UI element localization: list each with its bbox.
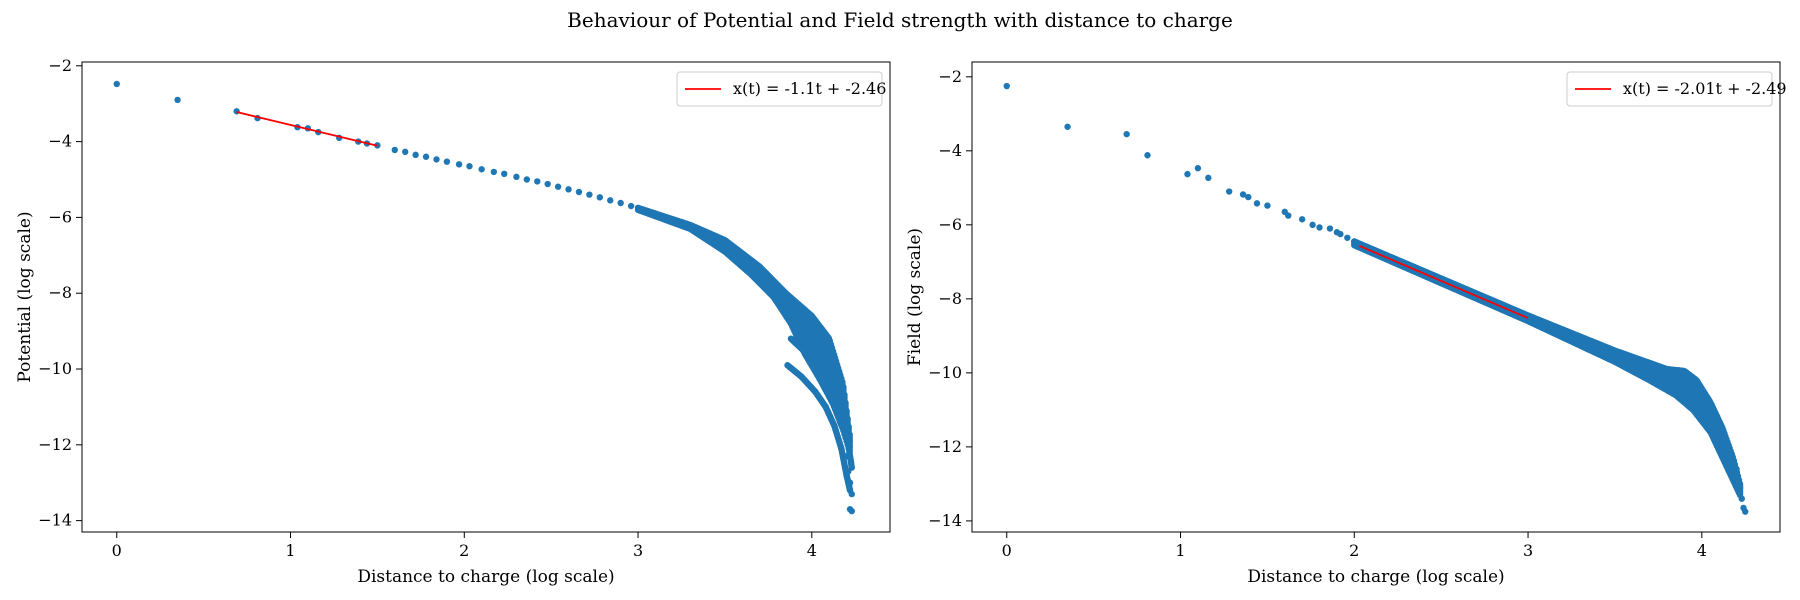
y-tick-label: −6 — [938, 215, 962, 234]
scatter-point — [617, 199, 624, 207]
y-tick-label: −4 — [938, 141, 962, 160]
scatter-point — [843, 452, 850, 460]
scatter-point — [513, 173, 520, 181]
y-tick-label: −12 — [928, 437, 962, 456]
scatter-points — [1003, 82, 1749, 515]
y-tick-label: −4 — [48, 132, 72, 151]
y-tick-label: −14 — [928, 511, 962, 530]
x-tick-label: 2 — [1349, 541, 1359, 560]
legend: x(t) = -1.1t + -2.46 — [676, 71, 886, 107]
y-tick-label: −12 — [38, 435, 72, 454]
scatter-point — [412, 151, 419, 159]
scatter-point — [466, 163, 473, 170]
scatter-point — [848, 490, 855, 498]
x-tick-label: 3 — [633, 541, 643, 560]
x-tick-label: 2 — [459, 541, 469, 560]
x-axis-label: Distance to charge (log scale) — [357, 567, 614, 587]
scatter-point — [391, 146, 398, 154]
potential-chart: 0 1 2 3 4 −14 −12 −10 −8 −6 −4 −2 Distance to charge… — [15, 56, 891, 587]
y-tick-label: −10 — [928, 363, 962, 382]
x-tick-label: 0 — [1002, 541, 1012, 560]
scatter-point — [534, 178, 541, 185]
x-tick-label: 3 — [1523, 541, 1533, 560]
scatter-point — [586, 191, 593, 198]
scatter-point — [113, 80, 120, 88]
scatter-point — [1144, 152, 1151, 159]
scatter-point — [174, 96, 181, 104]
scatter-point — [1298, 216, 1306, 223]
y-tick-label: −10 — [38, 359, 72, 378]
x-tick-label: 1 — [285, 541, 295, 560]
scatter-point — [554, 183, 562, 190]
scatter-point — [1184, 170, 1191, 178]
scatter-point — [845, 468, 852, 475]
scatter-point — [544, 180, 551, 188]
scatter-point — [455, 161, 463, 168]
y-tick-label: −2 — [48, 56, 72, 75]
x-tick-label: 4 — [1697, 541, 1707, 560]
scatter-point — [1309, 221, 1316, 229]
scatter-point — [1205, 174, 1212, 182]
scatter-point — [1064, 123, 1071, 130]
scatter-point — [1264, 202, 1271, 209]
x-axis-label: Distance to charge (log scale) — [1247, 567, 1504, 587]
y-tick-label: −8 — [48, 283, 72, 302]
scatter-point — [1344, 234, 1351, 241]
scatter-point — [1245, 193, 1252, 201]
scatter-point — [846, 479, 854, 486]
legend-label: x(t) = -1.1t + -2.46 — [733, 79, 886, 98]
scatter-point — [443, 158, 451, 165]
scatter-point — [233, 108, 240, 115]
scatter-point — [501, 170, 508, 178]
scatter-point — [422, 153, 430, 160]
scatter-point — [575, 188, 583, 196]
scatter-points — [113, 80, 855, 515]
y-axis-label: Potential (log scale) — [15, 211, 35, 382]
x-tick-label: 4 — [807, 541, 817, 560]
x-tick-label: 0 — [112, 541, 122, 560]
y-axis-label: Field (log scale) — [905, 228, 925, 366]
scatter-point — [490, 168, 498, 176]
scatter-point — [478, 166, 485, 173]
scatter-point — [1123, 130, 1130, 138]
scatter-point — [1253, 200, 1261, 207]
scatter-point — [565, 186, 572, 193]
scatter-point — [607, 197, 614, 204]
scatter-point — [1285, 212, 1292, 219]
y-tick-label: −8 — [938, 289, 962, 308]
scatter-point — [402, 148, 409, 156]
plot-frame — [971, 61, 1781, 533]
scatter-point — [1003, 82, 1010, 90]
scatter-point — [627, 202, 635, 210]
y-tick-label: −6 — [48, 207, 72, 226]
scatter-point — [523, 176, 531, 183]
field-chart: 0 1 2 3 4 −14 −12 −10 −8 −6 −4 −2 Distance to charge… — [905, 61, 1787, 587]
scatter-point — [1316, 224, 1323, 231]
scatter-point — [1326, 225, 1334, 232]
figure-title: Behaviour of Potential and Field strengt… — [567, 8, 1233, 32]
plot-frame — [81, 61, 891, 533]
y-tick-label: −14 — [38, 511, 72, 530]
scatter-point — [1225, 188, 1233, 195]
scatter-point — [848, 507, 855, 515]
scatter-point — [1194, 165, 1202, 172]
fit-line — [236, 111, 378, 147]
scatter-point — [1337, 230, 1344, 238]
scatter-point — [433, 156, 440, 163]
y-tick-label: −2 — [938, 67, 962, 86]
scatter-point — [596, 194, 604, 201]
x-tick-label: 1 — [1175, 541, 1185, 560]
